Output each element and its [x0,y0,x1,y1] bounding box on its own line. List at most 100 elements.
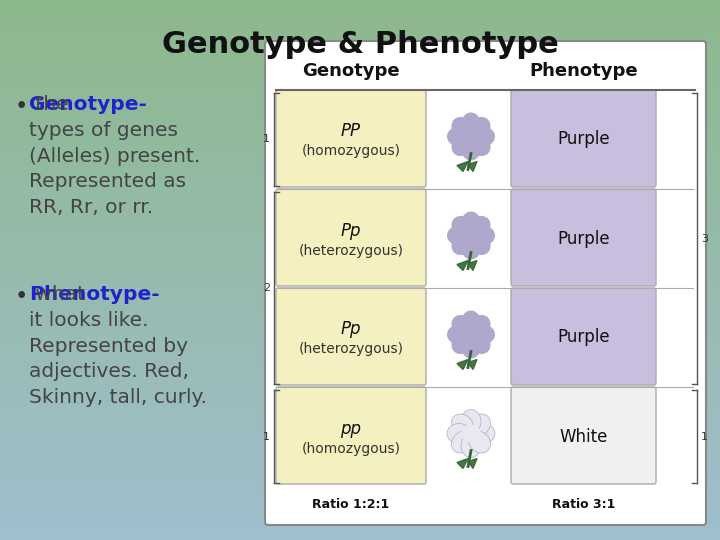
Text: •: • [15,285,28,308]
Bar [0,448,720,451]
Bar [0,181,720,184]
Ellipse shape [451,233,474,255]
Bar [0,124,720,127]
Text: 1: 1 [263,134,270,145]
Bar [0,24,720,27]
Bar [0,105,720,108]
Bar [0,256,720,259]
Bar [0,173,720,176]
Bar [0,189,720,192]
Ellipse shape [461,409,481,434]
Bar [0,165,720,167]
Bar [0,305,720,308]
Bar [0,456,720,459]
Bar [0,454,720,456]
Bar [0,292,720,294]
Bar [0,76,720,78]
Bar [0,278,720,281]
FancyBboxPatch shape [511,387,656,484]
Bar [0,138,720,140]
Polygon shape [468,161,477,172]
Text: Phenotype: Phenotype [529,62,638,80]
Polygon shape [468,260,477,271]
Bar [0,186,720,189]
Bar [0,321,720,324]
Polygon shape [457,260,468,271]
Bar [0,284,720,286]
Bar [0,213,720,216]
Bar [0,8,720,11]
FancyBboxPatch shape [511,189,656,286]
Bar [0,100,720,103]
Bar [0,43,720,46]
Bar [0,0,720,3]
FancyBboxPatch shape [276,288,426,385]
Text: what
it looks like.
Represented by
adjectives. Red,
Skinny, tall, curly.: what it looks like. Represented by adjec… [29,285,207,407]
Text: Purple: Purple [557,131,610,149]
Bar [0,46,720,49]
Bar [0,508,720,510]
Bar [0,262,720,265]
Bar [0,49,720,51]
Text: 1: 1 [701,431,708,442]
Bar [0,370,720,373]
Bar [0,297,720,300]
Bar [0,427,720,429]
Bar [0,194,720,197]
Bar [0,97,720,100]
Bar [0,367,720,370]
Bar [0,224,720,227]
Bar [0,70,720,73]
Bar [0,240,720,243]
Bar [0,103,720,105]
Bar [0,472,720,475]
Bar [0,327,720,329]
Text: Pp: Pp [341,221,361,240]
Bar [0,248,720,251]
Ellipse shape [469,315,490,337]
Bar [0,122,720,124]
Bar [0,451,720,454]
Text: (homozygous): (homozygous) [302,442,400,456]
Text: •: • [15,95,28,118]
Bar [0,89,720,92]
Bar [0,108,720,111]
Bar [0,424,720,427]
Ellipse shape [451,431,474,453]
Bar [0,505,720,508]
Bar [0,392,720,394]
FancyBboxPatch shape [276,90,426,187]
Bar [0,351,720,354]
Bar [0,432,720,435]
Bar [0,494,720,497]
Bar [0,416,720,418]
Bar [0,208,720,211]
Bar [0,176,720,178]
Ellipse shape [469,134,490,156]
Ellipse shape [447,325,471,345]
Bar [0,300,720,302]
Bar [0,192,720,194]
Bar [0,510,720,513]
Bar [0,251,720,254]
Bar [0,170,720,173]
Text: 2: 2 [263,283,270,293]
Bar [0,383,720,386]
Bar [0,289,720,292]
FancyBboxPatch shape [276,189,426,286]
Bar [0,270,720,273]
Ellipse shape [451,216,474,238]
Bar [0,373,720,375]
Text: Purple: Purple [557,328,610,347]
Bar [0,14,720,16]
Bar [0,11,720,14]
Bar [0,259,720,262]
Bar [0,111,720,113]
Bar [0,200,720,202]
Text: White: White [559,428,608,445]
Polygon shape [457,360,468,369]
Bar [0,364,720,367]
Ellipse shape [447,226,471,246]
Bar [0,486,720,489]
Bar [0,343,720,346]
